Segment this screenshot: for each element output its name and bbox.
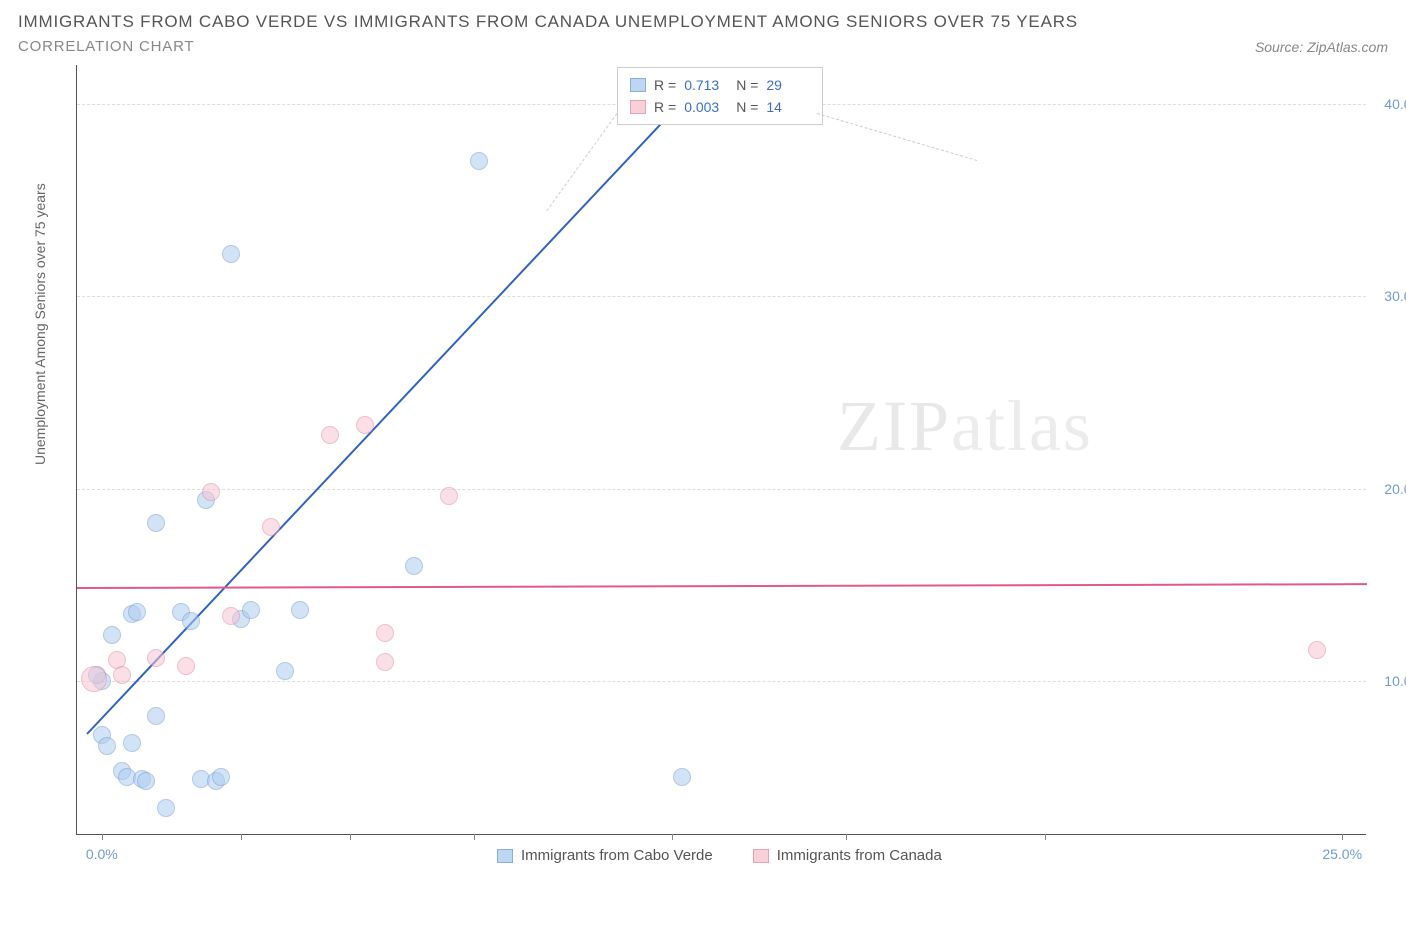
y-axis-label: Unemployment Among Seniors over 75 years [32, 183, 48, 465]
scatter-point [673, 768, 691, 786]
scatter-point [222, 245, 240, 263]
scatter-point [291, 601, 309, 619]
x-tick [241, 834, 242, 840]
scatter-point [376, 624, 394, 642]
x-tick [1045, 834, 1046, 840]
gridline [77, 489, 1366, 490]
scatter-point [376, 653, 394, 671]
scatter-point [276, 662, 294, 680]
legend: Immigrants from Cabo Verde Immigrants fro… [497, 847, 942, 864]
y-tick-label: 30.0% [1374, 288, 1406, 304]
legend-swatch [497, 849, 513, 863]
legend-label: Immigrants from Cabo Verde [521, 847, 713, 864]
legend-label: Immigrants from Canada [777, 847, 942, 864]
legend-swatch [630, 78, 646, 92]
stats-row: R = 0.713 N = 29 [630, 74, 810, 96]
source-label: Source: ZipAtlas.com [1255, 39, 1388, 55]
scatter-point [113, 666, 131, 684]
x-tick [1342, 834, 1343, 840]
x-tick-label: 0.0% [86, 846, 118, 862]
x-tick [474, 834, 475, 840]
scatter-point [128, 603, 146, 621]
leader-line [817, 113, 977, 161]
legend-item: Immigrants from Canada [753, 847, 942, 864]
stat-label: R = [654, 96, 676, 118]
scatter-point [212, 768, 230, 786]
stat-label: N = [736, 96, 758, 118]
scatter-point [222, 607, 240, 625]
scatter-point [98, 737, 116, 755]
scatter-point [137, 772, 155, 790]
stat-label: N = [736, 74, 758, 96]
chart-container: Unemployment Among Seniors over 75 years… [18, 65, 1388, 885]
watermark: ZIPatlas [837, 385, 1093, 468]
y-tick-label: 40.0% [1374, 96, 1406, 112]
stat-label: R = [654, 74, 676, 96]
x-tick [102, 834, 103, 840]
y-tick-label: 20.0% [1374, 481, 1406, 497]
scatter-point [202, 483, 220, 501]
scatter-point [157, 799, 175, 817]
stat-n-value: 29 [766, 74, 810, 96]
scatter-point [147, 514, 165, 532]
scatter-point [470, 152, 488, 170]
gridline [77, 296, 1366, 297]
scatter-point [147, 649, 165, 667]
trend-line [77, 583, 1367, 589]
leader-line [547, 113, 618, 211]
y-tick-label: 10.0% [1374, 673, 1406, 689]
stats-box: R = 0.713 N = 29 R = 0.003 N = 14 [617, 67, 823, 125]
scatter-point [182, 612, 200, 630]
scatter-point [147, 707, 165, 725]
stat-r-value: 0.713 [684, 74, 728, 96]
scatter-point [123, 734, 141, 752]
scatter-point [1308, 641, 1326, 659]
chart-title: IMMIGRANTS FROM CABO VERDE VS IMMIGRANTS… [18, 12, 1078, 32]
legend-swatch [630, 100, 646, 114]
stats-row: R = 0.003 N = 14 [630, 96, 810, 118]
scatter-point [262, 518, 280, 536]
stat-n-value: 14 [766, 96, 810, 118]
x-tick [350, 834, 351, 840]
stat-r-value: 0.003 [684, 96, 728, 118]
scatter-point [440, 487, 458, 505]
scatter-point [81, 666, 107, 692]
scatter-point [242, 601, 260, 619]
scatter-point [321, 426, 339, 444]
x-tick-label: 25.0% [1322, 846, 1362, 862]
x-tick [672, 834, 673, 840]
plot-area: ZIPatlas 10.0%20.0%30.0%40.0%0.0%25.0%R … [76, 65, 1366, 835]
gridline [77, 681, 1366, 682]
chart-subtitle: CORRELATION CHART [18, 38, 194, 55]
scatter-point [356, 416, 374, 434]
legend-item: Immigrants from Cabo Verde [497, 847, 713, 864]
legend-swatch [753, 849, 769, 863]
x-tick [846, 834, 847, 840]
scatter-point [177, 657, 195, 675]
scatter-point [103, 626, 121, 644]
scatter-point [405, 557, 423, 575]
